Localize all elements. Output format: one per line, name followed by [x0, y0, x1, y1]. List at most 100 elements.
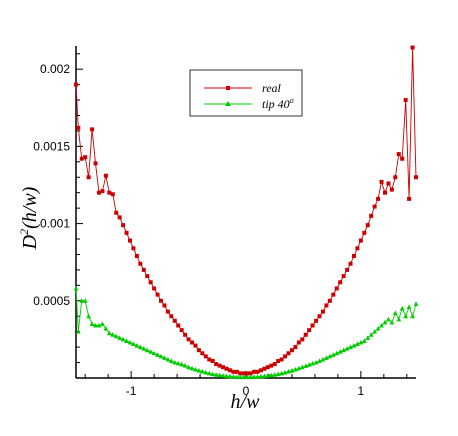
data-point — [206, 370, 212, 376]
x-tick-label: 0 — [243, 384, 250, 398]
data-point — [131, 341, 136, 347]
data-point — [175, 360, 181, 366]
data-point — [317, 358, 322, 364]
data-point — [106, 330, 112, 336]
data-point — [258, 368, 263, 373]
data-point — [275, 371, 281, 377]
data-point — [237, 374, 243, 380]
data-point — [403, 313, 409, 319]
data-point — [79, 298, 85, 303]
data-point — [169, 314, 174, 319]
data-point — [372, 329, 378, 334]
data-point — [120, 336, 126, 342]
data-point — [269, 363, 274, 368]
data-point — [162, 355, 167, 360]
data-point — [144, 347, 150, 353]
data-point — [213, 372, 219, 377]
data-point — [258, 373, 264, 379]
data-point — [407, 196, 412, 201]
series-layer — [73, 45, 419, 380]
data-point — [83, 155, 88, 160]
data-point — [220, 373, 226, 378]
data-point — [368, 332, 374, 337]
data-point — [389, 187, 394, 192]
data-point — [299, 364, 305, 370]
data-point — [121, 223, 126, 228]
data-point — [379, 179, 384, 184]
data-point — [152, 286, 157, 291]
data-point — [158, 353, 164, 359]
data-point — [230, 374, 236, 379]
data-point — [96, 322, 102, 328]
data-point — [186, 337, 191, 342]
data-point — [406, 304, 412, 309]
data-point — [179, 361, 185, 367]
data-point — [227, 373, 233, 379]
data-point — [403, 98, 408, 103]
data-point — [283, 354, 288, 359]
data-point — [151, 350, 157, 356]
data-point — [168, 358, 174, 364]
data-point — [351, 342, 357, 348]
data-point — [386, 181, 391, 186]
data-point — [90, 127, 95, 132]
data-point — [89, 321, 95, 326]
y-axis-title-sup: 2 — [17, 229, 31, 235]
data-point — [386, 316, 391, 322]
data-point — [358, 339, 364, 345]
y-tick-label: 0.002 — [40, 62, 70, 76]
data-point — [114, 210, 119, 215]
data-point — [224, 373, 229, 379]
x-tick-label: -1 — [126, 384, 137, 398]
data-point — [110, 192, 115, 197]
data-point — [221, 365, 226, 370]
data-point — [244, 374, 250, 380]
data-point — [389, 319, 395, 325]
data-point — [231, 369, 236, 374]
data-point — [203, 369, 209, 375]
data-point — [196, 367, 202, 373]
data-point — [203, 354, 208, 359]
data-point — [355, 341, 360, 347]
data-point — [400, 156, 405, 161]
x-tick-label: 1 — [358, 384, 365, 398]
data-point — [375, 325, 381, 331]
data-point — [289, 348, 294, 353]
data-point — [410, 45, 415, 50]
legend-label-tip-text: tip 40 — [262, 97, 290, 111]
data-point — [186, 364, 191, 370]
y-axis-title: D2(h/w) — [17, 186, 41, 250]
data-point — [155, 352, 160, 357]
data-point — [107, 190, 112, 195]
data-point — [134, 254, 139, 259]
data-point — [172, 318, 177, 323]
data-point — [210, 371, 216, 377]
data-point — [365, 223, 370, 228]
data-point — [348, 344, 353, 350]
data-point — [262, 366, 267, 371]
data-point — [303, 363, 309, 368]
data-point — [217, 372, 222, 378]
data-point — [296, 365, 302, 371]
data-point — [330, 352, 336, 357]
data-point — [286, 351, 291, 356]
data-point — [331, 292, 336, 297]
data-point — [165, 309, 170, 314]
data-point — [117, 215, 122, 220]
data-point — [272, 372, 278, 377]
legend-label-tip: tip 40o — [262, 96, 294, 111]
data-point — [303, 332, 308, 337]
data-point — [327, 353, 333, 359]
data-point — [210, 359, 215, 364]
data-point — [241, 371, 246, 376]
data-point — [314, 318, 319, 323]
data-point — [137, 344, 143, 350]
data-point — [190, 340, 195, 345]
data-point — [86, 313, 92, 319]
data-point — [255, 374, 260, 379]
data-point — [252, 369, 257, 374]
data-point — [310, 323, 315, 328]
data-point — [207, 357, 212, 362]
data-point — [148, 349, 154, 354]
data-point — [348, 261, 353, 266]
